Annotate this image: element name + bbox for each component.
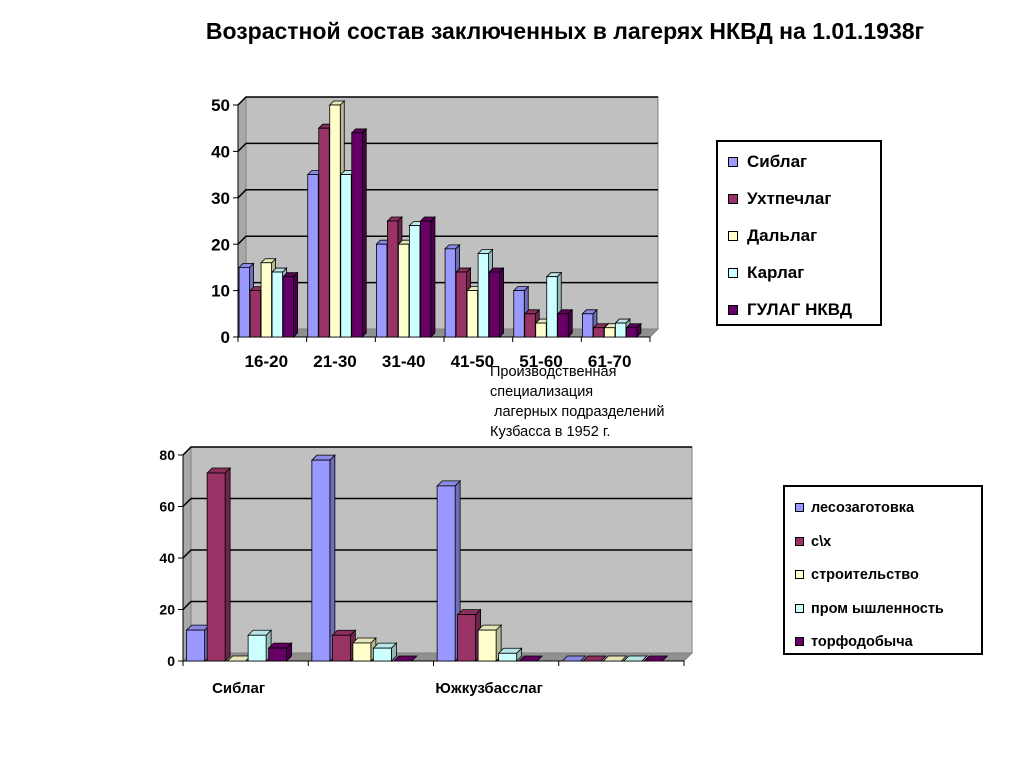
bar-0-3 xyxy=(561,655,587,662)
y-tick-label: 0 xyxy=(221,328,230,347)
age-chart-legend-item: Сиблаг xyxy=(728,152,878,172)
bar-4-0 xyxy=(267,642,293,662)
y-tick-label: 50 xyxy=(211,96,230,115)
y-tick-label: 10 xyxy=(211,282,230,301)
y-tick-label: 20 xyxy=(159,602,175,618)
legend-label: ГУЛАГ НКВД xyxy=(747,300,852,319)
y-tick-label: 40 xyxy=(211,143,230,162)
bar-0-0 xyxy=(185,624,211,662)
legend-label: Ухтпечлаг xyxy=(747,189,832,208)
age-chart-legend-item: Дальлаг xyxy=(728,226,878,246)
specialization-chart-legend-item: с\х xyxy=(795,532,980,552)
gridline xyxy=(237,235,658,245)
bar-2-3 xyxy=(602,655,628,662)
specialization-chart-legend-item: лесозаготовка xyxy=(795,498,980,518)
bar-4-1 xyxy=(392,655,418,662)
legend-label: строительство xyxy=(811,567,919,583)
legend-label: Сиблаг xyxy=(747,152,808,171)
bar-1-1 xyxy=(331,629,357,662)
legend-label: пром ышленность xyxy=(811,600,944,617)
bar-4-2 xyxy=(518,655,544,662)
legend-swatch xyxy=(728,194,738,204)
specialization-chart-legend: лесозаготовка с\х строительство пром ышленн… xyxy=(783,485,983,655)
x-tick-label: 41-50 xyxy=(451,352,494,371)
age-chart-legend-item: Карлаг xyxy=(728,263,878,283)
x-tick-label: 31-40 xyxy=(382,352,425,371)
bar-4-1 xyxy=(350,127,368,338)
y-tick-label: 80 xyxy=(159,447,175,463)
legend-label: с\х xyxy=(811,533,832,550)
bar-2-2 xyxy=(477,624,503,662)
x-tick-label: Южкузбасслаг xyxy=(435,680,542,697)
legend-swatch xyxy=(795,603,804,613)
age-chart-legend-item: Ухтпечлаг xyxy=(728,189,878,209)
y-tick-label: 20 xyxy=(211,235,230,254)
bar-3-0 xyxy=(247,629,273,662)
gridline xyxy=(237,189,658,199)
legend-swatch xyxy=(795,503,804,512)
bar-3-3 xyxy=(622,655,648,662)
legend-swatch xyxy=(728,157,738,167)
chart2-caption: Производственная специализация лагерных … xyxy=(490,364,665,440)
legend-swatch xyxy=(728,305,738,315)
legend-label: лесозаготовка xyxy=(811,500,915,516)
legend-swatch xyxy=(728,268,738,278)
x-tick-label: 16-20 xyxy=(245,352,288,371)
x-tick-label: 51-60 xyxy=(519,352,562,371)
bar-0-2 xyxy=(436,479,462,662)
bar-4-5 xyxy=(625,322,642,338)
legend-swatch xyxy=(795,570,804,579)
bar-1-2 xyxy=(456,608,482,662)
gridline xyxy=(182,446,692,456)
legend-label: Карлаг xyxy=(747,263,805,282)
y-tick-label: 0 xyxy=(167,653,175,669)
specialization-chart-legend-item: строительство xyxy=(795,565,980,585)
bar-4-4 xyxy=(556,308,574,338)
age-chart-legend-item: ГУЛАГ НКВД xyxy=(728,300,878,320)
legend-label: Дальлаг xyxy=(747,226,818,245)
bar-4-3 xyxy=(643,655,669,662)
bar-0-1 xyxy=(310,454,336,662)
bar-1-0 xyxy=(206,467,232,662)
bar-4-3 xyxy=(488,267,505,338)
bar-1-3 xyxy=(581,655,607,662)
legend-swatch xyxy=(795,536,804,546)
legend-label: торфодобыча xyxy=(811,634,913,650)
bar-3-1 xyxy=(372,642,398,662)
age-chart-legend: Сиблаг Ухтпечлаг Дальлаг Карлаг ГУЛАГ НКВД xyxy=(716,140,882,326)
bar-3-2 xyxy=(497,647,523,662)
specialization-chart-legend-item: пром ышленность xyxy=(795,599,980,619)
page-title: Возрастной состав заключенных в лагерях … xyxy=(205,18,925,44)
bar-2-1 xyxy=(351,637,377,662)
legend-swatch xyxy=(728,231,738,241)
y-tick-label: 60 xyxy=(159,499,175,515)
gridline xyxy=(182,549,692,559)
x-tick-label: 21-30 xyxy=(313,352,356,371)
x-tick-label: Сиблаг xyxy=(212,680,265,697)
y-tick-label: 40 xyxy=(159,550,175,566)
gridline xyxy=(182,497,692,508)
bar-4-2 xyxy=(419,216,436,338)
gridline xyxy=(237,142,658,152)
gridline xyxy=(182,600,692,611)
specialization-chart-legend-item: торфодобыча xyxy=(795,632,980,652)
gridline xyxy=(237,96,658,106)
legend-swatch xyxy=(795,637,804,646)
bar-4-0 xyxy=(282,271,299,338)
x-tick-label: 61-70 xyxy=(588,352,631,371)
y-tick-label: 30 xyxy=(211,189,230,208)
